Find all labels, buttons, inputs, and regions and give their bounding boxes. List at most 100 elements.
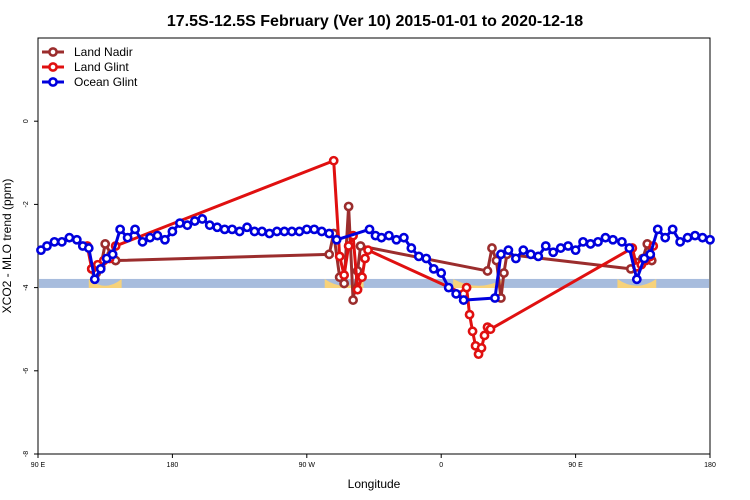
data-point-land-glint bbox=[464, 309, 475, 320]
ocean-band bbox=[39, 278, 709, 288]
data-point-ocean-glint bbox=[212, 222, 223, 233]
data-point-ocean-glint bbox=[89, 274, 100, 285]
data-point-land-nadir bbox=[355, 241, 366, 251]
x-tick-label: 90 E bbox=[568, 462, 583, 469]
data-point-ocean-glint bbox=[286, 226, 297, 237]
legend-marker-land-nadir bbox=[48, 47, 58, 57]
data-point-ocean-glint bbox=[406, 243, 417, 253]
data-point-ocean-glint bbox=[600, 232, 611, 243]
data-point-ocean-glint bbox=[242, 222, 252, 233]
data-point-ocean-glint bbox=[272, 226, 282, 237]
data-point-ocean-glint bbox=[660, 232, 671, 243]
data-point-ocean-glint bbox=[160, 234, 170, 245]
data-point-ocean-glint bbox=[122, 232, 133, 243]
data-point-ocean-glint bbox=[608, 234, 618, 245]
data-point-land-glint bbox=[476, 343, 487, 353]
data-point-ocean-glint bbox=[563, 241, 574, 251]
data-point-ocean-glint bbox=[570, 245, 581, 256]
data-point-ocean-glint bbox=[174, 218, 185, 229]
data-point-ocean-glint bbox=[503, 245, 514, 256]
data-point-ocean-glint bbox=[398, 232, 409, 243]
data-point-land-nadir bbox=[343, 201, 354, 212]
data-point-ocean-glint bbox=[152, 230, 163, 241]
data-point-ocean-glint bbox=[167, 226, 178, 237]
data-point-ocean-glint bbox=[95, 263, 106, 274]
x-tick-label: 180 bbox=[167, 462, 179, 469]
data-point-land-glint bbox=[479, 330, 490, 341]
data-point-land-nadir bbox=[487, 243, 497, 253]
data-point-ocean-glint bbox=[384, 230, 394, 241]
data-point-ocean-glint bbox=[624, 243, 635, 253]
plot-frame bbox=[37, 37, 711, 455]
data-point-land-glint bbox=[360, 253, 370, 264]
data-point-land-glint bbox=[328, 155, 339, 166]
data-point-ocean-glint bbox=[510, 253, 521, 264]
data-point-ocean-glint bbox=[496, 249, 506, 260]
data-point-ocean-glint bbox=[189, 216, 200, 226]
data-point-land-glint bbox=[485, 324, 496, 335]
data-point-ocean-glint bbox=[257, 226, 267, 237]
data-point-ocean-glint bbox=[548, 247, 559, 258]
y-axis-label: XCO2 - MLO trend (ppm) bbox=[0, 179, 14, 314]
land-segment-0 bbox=[88, 278, 122, 288]
land-segment-3 bbox=[617, 278, 657, 288]
data-point-ocean-glint bbox=[279, 226, 290, 237]
data-point-ocean-glint bbox=[391, 234, 402, 245]
legend-marker-ocean-glint bbox=[48, 77, 58, 87]
data-point-land-glint bbox=[461, 282, 472, 293]
series-ocean-glint bbox=[36, 214, 715, 305]
data-point-ocean-glint bbox=[585, 239, 596, 249]
data-point-ocean-glint bbox=[204, 220, 215, 231]
data-point-land-glint bbox=[467, 326, 478, 337]
legend-label-land-glint: Land Glint bbox=[74, 60, 129, 74]
data-point-ocean-glint bbox=[525, 249, 536, 260]
data-point-ocean-glint bbox=[64, 232, 75, 243]
data-point-ocean-glint bbox=[234, 226, 245, 237]
data-point-land-glint bbox=[352, 284, 363, 295]
data-point-land-glint bbox=[334, 251, 345, 262]
data-point-land-glint bbox=[343, 241, 354, 251]
data-point-ocean-glint bbox=[376, 232, 387, 243]
series-layer bbox=[36, 155, 715, 360]
data-point-ocean-glint bbox=[451, 288, 462, 299]
data-point-ocean-glint bbox=[364, 224, 375, 235]
data-point-ocean-glint bbox=[533, 251, 544, 262]
series-land-glint bbox=[82, 155, 659, 360]
x-tick-label: 0 bbox=[439, 462, 443, 469]
data-point-ocean-glint bbox=[540, 241, 551, 251]
data-point-ocean-glint bbox=[145, 232, 155, 243]
x-tick-label: 90 E bbox=[31, 462, 46, 469]
data-point-land-nadir bbox=[482, 266, 493, 276]
data-point-ocean-glint bbox=[428, 263, 439, 274]
y-tick-label: -4 bbox=[23, 284, 30, 290]
data-point-land-nadir bbox=[339, 278, 350, 289]
data-point-ocean-glint bbox=[667, 224, 678, 235]
data-point-ocean-glint bbox=[331, 234, 342, 245]
data-point-ocean-glint bbox=[490, 293, 500, 303]
data-point-ocean-glint bbox=[593, 236, 603, 247]
x-axis: 90 E 180 90 W 0 90 E 180 bbox=[31, 454, 716, 469]
data-point-land-nadir bbox=[499, 268, 509, 278]
data-point-ocean-glint bbox=[71, 234, 82, 245]
data-point-ocean-glint bbox=[137, 236, 148, 247]
data-point-ocean-glint bbox=[130, 224, 140, 235]
data-point-ocean-glint bbox=[301, 224, 312, 235]
data-point-ocean-glint bbox=[682, 232, 693, 243]
data-point-ocean-glint bbox=[518, 245, 529, 256]
x-axis-label: Longitude bbox=[348, 477, 401, 491]
y-tick-label: -2 bbox=[23, 201, 30, 207]
data-point-land-nadir bbox=[348, 295, 358, 305]
data-point-ocean-glint bbox=[705, 234, 715, 245]
data-point-ocean-glint bbox=[227, 224, 238, 235]
data-point-ocean-glint bbox=[652, 224, 663, 235]
x-tick-label: 180 bbox=[704, 462, 716, 469]
data-point-land-nadir bbox=[324, 249, 335, 260]
data-point-ocean-glint bbox=[421, 253, 432, 264]
data-point-ocean-glint bbox=[645, 249, 656, 260]
data-point-ocean-glint bbox=[294, 226, 305, 237]
data-point-ocean-glint bbox=[443, 282, 454, 293]
y-axis: -8 -6 -4 -2 0 bbox=[23, 119, 38, 457]
data-point-land-glint bbox=[339, 270, 350, 281]
data-point-ocean-glint bbox=[316, 226, 327, 237]
